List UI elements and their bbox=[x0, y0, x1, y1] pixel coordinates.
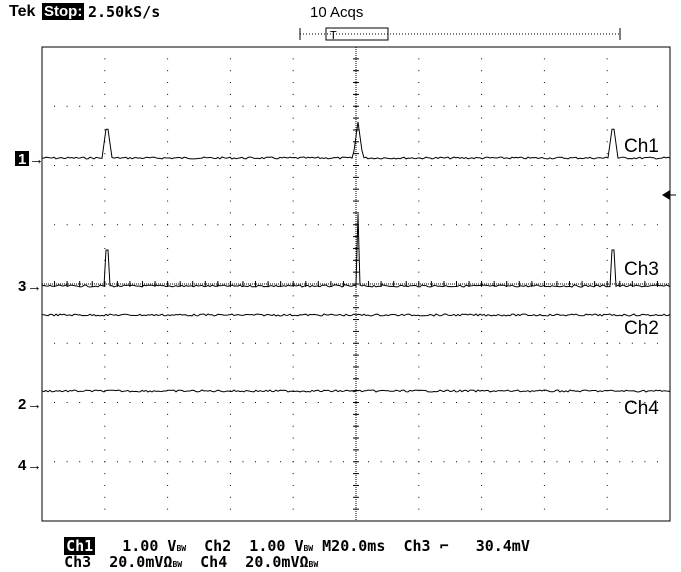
ch1-trace-label: Ch1 bbox=[624, 136, 659, 157]
ch2-trace bbox=[41, 313, 671, 317]
bw-limit-icon: BW bbox=[308, 560, 319, 569]
ch3-scale-value: 20.0mVΩ bbox=[109, 553, 173, 571]
acquisition-count: 10 Acqs bbox=[310, 4, 364, 21]
ch1-scale-value: 1.00 V bbox=[122, 537, 177, 555]
ch2-ground-marker: 2 → bbox=[18, 396, 42, 413]
ch4-ground-marker: 4 → bbox=[18, 457, 42, 474]
ch2-scale-value: 1.00 V bbox=[249, 537, 304, 555]
ch2-trace-label: Ch2 bbox=[624, 318, 659, 339]
ch3-ground-marker: 3 → bbox=[18, 278, 42, 295]
status-row-1: Ch1 1.00 VBW Ch2 1.00 VBW M20.0ms Ch3 ⌐ … bbox=[46, 524, 530, 556]
ch4-trace-label: Ch4 bbox=[624, 398, 659, 419]
svg-text:→: → bbox=[27, 457, 42, 474]
ch4-scale-value: 20.0mVΩ bbox=[245, 553, 309, 571]
svg-text:3: 3 bbox=[18, 278, 26, 295]
brand-label: Tek bbox=[9, 3, 36, 20]
ch3-trace-label: Ch3 bbox=[624, 259, 659, 280]
status-row-2: Ch3 20.0mVΩBW Ch4 20.0mVΩBW bbox=[46, 540, 318, 572]
svg-text:→: → bbox=[27, 278, 42, 295]
ch1-ground-marker: 1 → bbox=[15, 151, 44, 168]
ch4-scale-label: Ch4 bbox=[200, 553, 228, 571]
ch2-scale-label: Ch2 bbox=[204, 537, 232, 555]
svg-text:T: T bbox=[330, 29, 337, 42]
trigger-level-value: 30.4mV bbox=[475, 537, 530, 555]
bw-limit-icon: BW bbox=[172, 560, 183, 569]
ch4-trace bbox=[41, 389, 671, 393]
trigger-source: Ch3 bbox=[403, 537, 431, 555]
run-state-badge: Stop: bbox=[42, 3, 85, 20]
trigger-level-marker-icon bbox=[662, 190, 676, 200]
ch3-scale-label: Ch3 bbox=[64, 553, 92, 571]
svg-text:1: 1 bbox=[18, 151, 26, 168]
sample-rate: 2.50kS/s bbox=[88, 3, 161, 21]
svg-text:→: → bbox=[29, 151, 44, 168]
ch1-trace bbox=[41, 121, 671, 160]
ch3-trace bbox=[41, 213, 671, 288]
trigger-slope-icon: ⌐ bbox=[439, 537, 449, 555]
ch1-scale-label: Ch1 bbox=[64, 537, 96, 555]
trigger-position-indicator: T bbox=[299, 27, 621, 42]
timebase-value: M20.0ms bbox=[322, 537, 386, 555]
svg-text:2: 2 bbox=[18, 396, 26, 413]
bw-limit-icon: BW bbox=[303, 544, 314, 553]
svg-text:→: → bbox=[27, 396, 42, 413]
waveform-traces bbox=[41, 121, 671, 393]
svg-text:4: 4 bbox=[18, 457, 27, 474]
bw-limit-icon: BW bbox=[176, 544, 187, 553]
